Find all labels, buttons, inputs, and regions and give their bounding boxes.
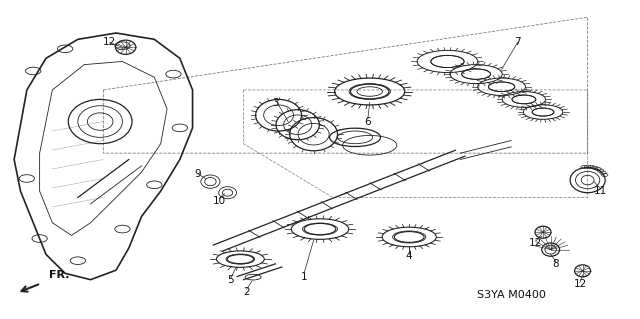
Text: 5: 5 <box>227 275 234 285</box>
Text: 9: 9 <box>195 169 201 179</box>
Text: 12: 12 <box>103 38 116 48</box>
Text: 11: 11 <box>594 186 607 196</box>
Text: S3YA M0400: S3YA M0400 <box>477 291 546 300</box>
Text: 3: 3 <box>272 98 278 108</box>
Text: 4: 4 <box>406 251 413 261</box>
Text: 12: 12 <box>529 238 542 248</box>
Text: 7: 7 <box>514 38 521 48</box>
Text: FR.: FR. <box>49 270 69 280</box>
Text: 1: 1 <box>301 271 307 281</box>
Text: 2: 2 <box>243 287 250 297</box>
Text: 8: 8 <box>552 259 559 269</box>
Text: 12: 12 <box>573 279 587 289</box>
Text: 10: 10 <box>212 196 226 206</box>
Text: 6: 6 <box>364 116 371 127</box>
